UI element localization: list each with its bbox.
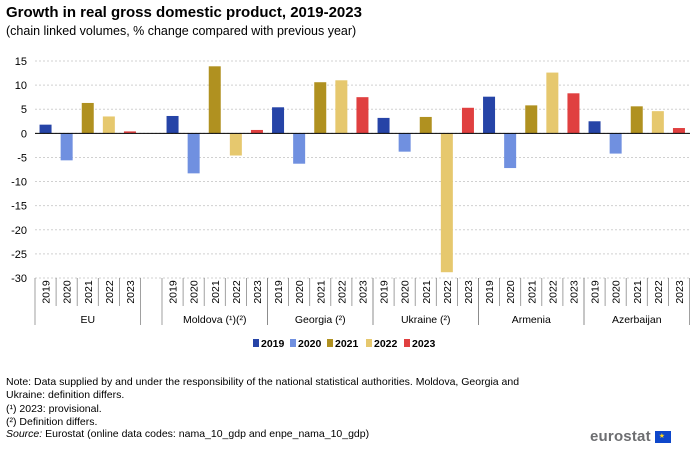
bar [567, 93, 580, 134]
logo-text: eurostat [590, 428, 651, 445]
note-main: Note: Data supplied by and under the res… [6, 376, 520, 401]
eu-flag-icon [654, 430, 671, 443]
bar [187, 133, 200, 174]
y-tick-label: 0 [21, 128, 27, 140]
y-tick-label: -5 [17, 152, 27, 164]
x-tick-label: 2022 [547, 280, 559, 304]
x-tick-label: 2022 [104, 280, 116, 304]
bar [525, 105, 538, 134]
bar [229, 133, 242, 156]
legend-label: 2019 [261, 338, 285, 350]
legend-label: 2021 [335, 338, 359, 350]
x-tick-label: 2019 [273, 280, 285, 304]
legend-label: 2020 [298, 338, 322, 350]
x-tick-label: 2022 [336, 280, 348, 304]
x-tick-label: 2022 [653, 280, 665, 304]
y-tick-label: -10 [11, 177, 27, 189]
y-tick-label: -30 [11, 273, 27, 285]
bar [440, 133, 453, 273]
source-label: Source: [6, 428, 43, 440]
y-tick-label: 15 [15, 56, 27, 68]
source-line: Source: Eurostat (online data codes: nam… [6, 428, 526, 441]
x-tick-label: 2022 [442, 280, 454, 304]
legend-swatch [253, 339, 259, 347]
x-tick-label: 2023 [357, 280, 369, 304]
bar [588, 121, 601, 134]
note-definition: (²) Definition differs. [6, 415, 98, 428]
bar [546, 72, 559, 134]
chart-title: Growth in real gross domestic product, 2… [6, 4, 362, 21]
x-tick-label: 2020 [505, 280, 517, 304]
x-tick-label: 2021 [632, 280, 644, 304]
bar [609, 133, 622, 154]
bar [377, 117, 390, 134]
bar [39, 124, 52, 134]
x-tick-label: 2021 [210, 280, 222, 304]
x-tick-label: 2021 [83, 280, 95, 304]
legend-label: 2022 [374, 338, 398, 350]
bar [60, 133, 73, 161]
bar [356, 97, 369, 134]
bar-chart: 15 10 5 0 -5 -10 -15 -20 -25 -30 2019 2020 2021 2022 2… [11, 56, 690, 350]
bar [272, 107, 285, 134]
bar [419, 116, 432, 134]
x-tick-label: 2023 [252, 280, 264, 304]
x-tick-label: 2023 [568, 280, 580, 304]
x-tick-label: 2020 [400, 280, 412, 304]
x-tick-label: 2019 [41, 280, 53, 304]
group-label: Armenia [512, 314, 551, 326]
bar [102, 116, 115, 134]
y-tick-label: 5 [21, 104, 27, 116]
bar [166, 115, 179, 134]
x-tick-label: 2019 [484, 280, 496, 304]
x-tick-label: 2020 [62, 280, 74, 304]
x-tick-label: 2020 [189, 280, 201, 304]
x-tick-label: 2023 [125, 280, 137, 304]
bar [314, 82, 327, 134]
x-tick-label: 2023 [463, 280, 475, 304]
bar [293, 133, 306, 164]
x-tick-label: 2019 [168, 280, 180, 304]
x-tick-label: 2023 [674, 280, 686, 304]
bar [398, 133, 411, 152]
x-tick-label: 2020 [611, 280, 623, 304]
bar [335, 80, 348, 134]
bar [208, 66, 221, 134]
group-label: Ukraine (²) [401, 314, 451, 326]
x-tick-label: 2019 [590, 280, 602, 304]
legend-swatch [327, 339, 333, 347]
y-tick-label: -20 [11, 225, 27, 237]
legend-swatch [290, 339, 296, 347]
chart-subtitle: (chain linked volumes, % change compared… [6, 24, 357, 38]
bar [483, 96, 496, 134]
bar [504, 133, 517, 169]
y-tick-label: -25 [11, 249, 27, 261]
x-tick-label: 2021 [315, 280, 327, 304]
legend-label: 2023 [412, 338, 436, 350]
x-tick-label: 2019 [379, 280, 391, 304]
group-label: Moldova (¹)(²) [183, 314, 247, 326]
bar [250, 129, 263, 134]
bar [123, 131, 136, 134]
y-tick-label: -15 [11, 201, 27, 213]
bar [81, 102, 94, 134]
source-text: Eurostat (online data codes: nama_10_gdp… [42, 428, 370, 440]
notes: Note: Data supplied by and under the res… [6, 376, 526, 441]
group-label: Azerbaijan [612, 314, 662, 326]
group-label: Georgia (²) [295, 314, 346, 326]
group-label: EU [80, 314, 95, 326]
bar [630, 106, 643, 134]
bar [672, 128, 685, 134]
x-tick-label: 2021 [526, 280, 538, 304]
y-tick-label: 10 [15, 80, 27, 92]
bar [461, 107, 474, 134]
x-tick-label: 2022 [231, 280, 243, 304]
x-tick-label: 2020 [294, 280, 306, 304]
eurostat-logo: eurostat [590, 428, 671, 445]
legend-swatch [366, 339, 372, 347]
x-tick-label: 2021 [421, 280, 433, 304]
bar [651, 111, 664, 134]
note-provisional: (¹) 2023: provisional. [6, 403, 102, 415]
legend-swatch [404, 339, 410, 347]
